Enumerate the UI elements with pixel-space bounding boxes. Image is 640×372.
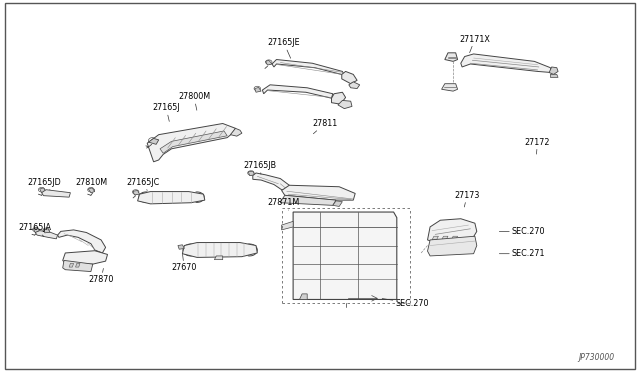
Polygon shape — [282, 221, 293, 230]
Polygon shape — [148, 138, 159, 144]
Polygon shape — [253, 173, 289, 190]
Polygon shape — [461, 54, 552, 73]
Text: 27810M: 27810M — [76, 178, 108, 190]
Polygon shape — [442, 84, 458, 91]
Polygon shape — [442, 236, 448, 240]
Polygon shape — [262, 85, 333, 98]
Polygon shape — [230, 128, 242, 136]
Text: 27165JD: 27165JD — [27, 178, 61, 190]
Polygon shape — [342, 71, 357, 84]
Text: SEC.270: SEC.270 — [499, 227, 545, 236]
Polygon shape — [76, 263, 80, 267]
Polygon shape — [332, 92, 346, 104]
Polygon shape — [88, 188, 95, 193]
Polygon shape — [33, 228, 40, 232]
Text: SEC.270: SEC.270 — [382, 299, 429, 308]
Polygon shape — [63, 251, 108, 264]
Text: 27811: 27811 — [312, 119, 337, 134]
Polygon shape — [451, 236, 458, 240]
Polygon shape — [182, 243, 257, 257]
Text: 27171X: 27171X — [460, 35, 490, 53]
Text: 27165JE: 27165JE — [268, 38, 300, 58]
Polygon shape — [35, 231, 58, 239]
Polygon shape — [160, 131, 227, 153]
Polygon shape — [338, 100, 352, 109]
Polygon shape — [40, 188, 46, 193]
Polygon shape — [272, 60, 344, 75]
Text: SEC.271: SEC.271 — [499, 249, 545, 258]
Polygon shape — [248, 171, 255, 176]
Polygon shape — [133, 190, 140, 195]
Polygon shape — [63, 260, 93, 272]
Text: 27165J: 27165J — [152, 103, 180, 121]
Text: 27172: 27172 — [525, 138, 550, 154]
Polygon shape — [69, 263, 74, 267]
Text: 27173: 27173 — [454, 191, 480, 207]
Polygon shape — [178, 245, 184, 249]
Text: 27670: 27670 — [172, 254, 197, 272]
Polygon shape — [432, 236, 438, 240]
Polygon shape — [42, 190, 70, 197]
Polygon shape — [445, 53, 458, 61]
Text: 27871M: 27871M — [268, 198, 300, 210]
Polygon shape — [349, 82, 360, 89]
Polygon shape — [147, 124, 236, 162]
Polygon shape — [44, 229, 50, 233]
Text: JP730000: JP730000 — [579, 353, 614, 362]
Polygon shape — [333, 201, 342, 206]
Text: 27800M: 27800M — [178, 92, 210, 110]
Polygon shape — [282, 185, 355, 200]
Polygon shape — [300, 294, 307, 299]
Polygon shape — [266, 60, 272, 65]
Polygon shape — [280, 195, 336, 205]
Polygon shape — [428, 219, 477, 244]
Text: 27165JC: 27165JC — [127, 178, 160, 190]
Polygon shape — [138, 192, 205, 204]
Polygon shape — [549, 67, 558, 74]
Text: 27165JB: 27165JB — [243, 161, 276, 174]
Polygon shape — [255, 87, 261, 92]
Text: 27165JA: 27165JA — [18, 223, 51, 236]
Polygon shape — [214, 256, 223, 260]
Text: 27870: 27870 — [88, 269, 114, 284]
Polygon shape — [58, 230, 106, 253]
Polygon shape — [428, 236, 477, 256]
Polygon shape — [550, 74, 558, 77]
Polygon shape — [293, 212, 397, 299]
